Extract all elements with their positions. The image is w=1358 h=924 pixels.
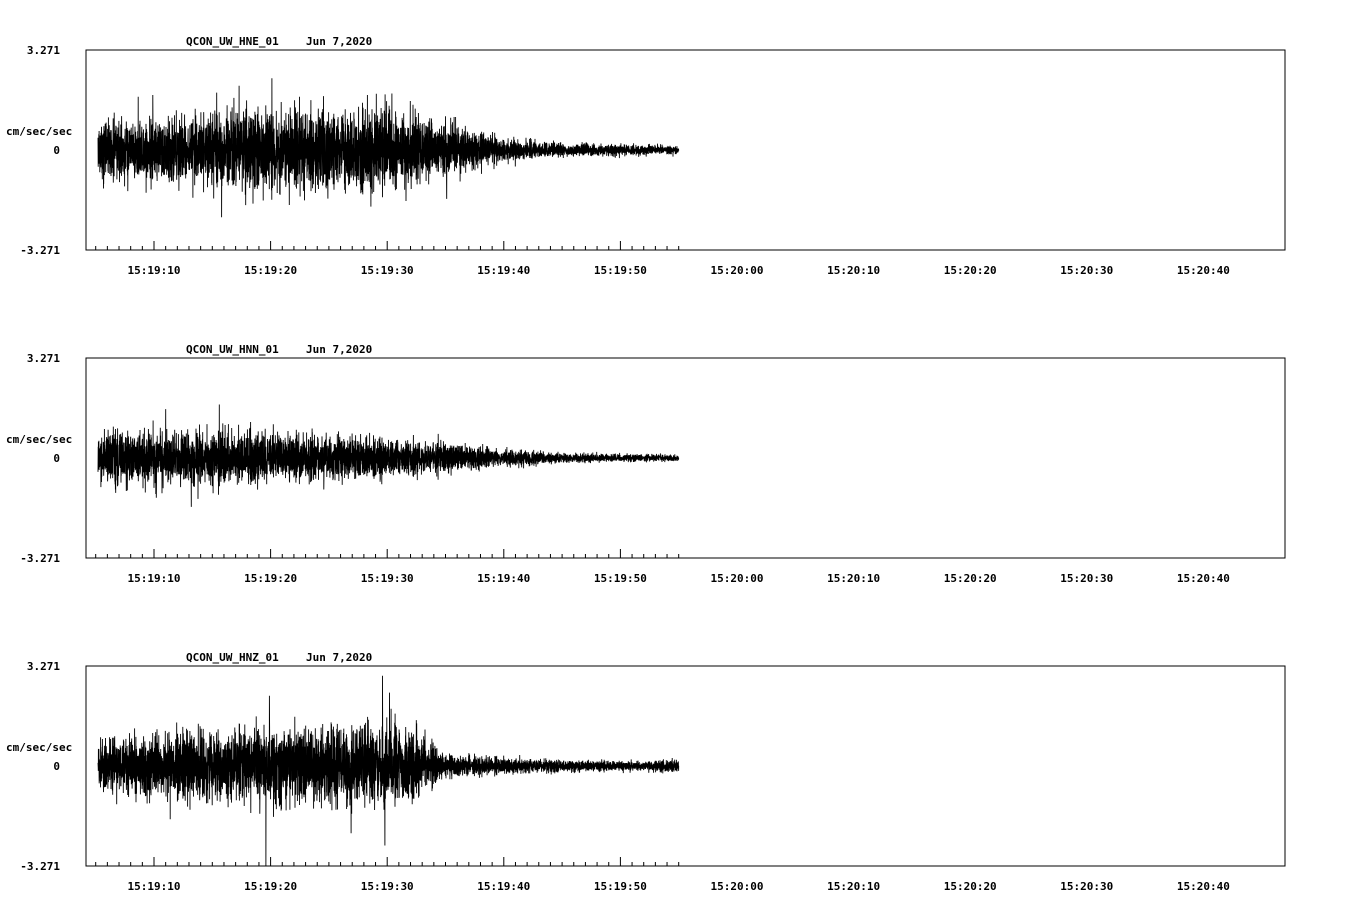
waveform-trace: [97, 404, 680, 507]
x-tick-label: 15:20:10: [827, 264, 880, 277]
seismogram-panel-2: QCON_UW_HNN_01 Jun 7,2020 3.271 0 -3.271 cm/s…: [6, 343, 1286, 585]
plot-frame: [85, 49, 1286, 251]
x-tick-label: 15:20:10: [827, 880, 880, 893]
record-date: Jun 7,2020: [306, 343, 372, 356]
y-zero-label: 0: [53, 144, 60, 157]
x-tick-label: 15:20:40: [1177, 572, 1230, 585]
seismogram-panel-1: QCON_UW_HNE_01 Jun 7,2020 3.271 0 -3.271 cm/s…: [6, 35, 1286, 277]
x-ticks: [95, 241, 680, 250]
waveform-trace: [97, 78, 680, 218]
y-min-label: -3.271: [20, 244, 60, 257]
y-axis-label: cm/sec/sec: [6, 433, 72, 446]
x-tick-label: 15:19:10: [128, 264, 181, 277]
x-tick-label: 15:19:50: [594, 572, 647, 585]
y-min-label: -3.271: [20, 860, 60, 873]
channel-title: QCON_UW_HNN_01: [186, 343, 279, 356]
x-tick-label: 15:20:00: [711, 264, 764, 277]
x-tick-label: 15:20:00: [711, 880, 764, 893]
x-tick-label: 15:19:10: [128, 880, 181, 893]
x-tick-label: 15:20:20: [944, 572, 997, 585]
channel-title: QCON_UW_HNZ_01: [186, 651, 279, 664]
y-max-label: 3.271: [27, 660, 60, 673]
y-min-label: -3.271: [20, 552, 60, 565]
y-axis-label: cm/sec/sec: [6, 741, 72, 754]
record-date: Jun 7,2020: [306, 651, 372, 664]
y-max-label: 3.271: [27, 44, 60, 57]
x-tick-label: 15:19:40: [477, 572, 530, 585]
x-tick-label: 15:19:40: [477, 264, 530, 277]
y-zero-label: 0: [53, 760, 60, 773]
seismogram-panel-3: QCON_UW_HNZ_01 Jun 7,2020 3.271 0 -3.271 cm/s…: [6, 651, 1286, 893]
x-tick-label: 15:19:20: [244, 572, 297, 585]
plot-frame: [85, 665, 1286, 867]
x-tick-label: 15:19:50: [594, 880, 647, 893]
waveform-trace: [97, 675, 680, 867]
x-tick-label: 15:20:30: [1060, 572, 1113, 585]
x-tick-label: 15:20:20: [944, 264, 997, 277]
x-tick-label: 15:19:30: [361, 264, 414, 277]
x-tick-label: 15:20:10: [827, 572, 880, 585]
y-axis-label: cm/sec/sec: [6, 125, 72, 138]
x-tick-label: 15:20:20: [944, 880, 997, 893]
x-tick-label: 15:20:40: [1177, 264, 1230, 277]
x-tick-label: 15:19:50: [594, 264, 647, 277]
channel-title: QCON_UW_HNE_01: [186, 35, 279, 48]
x-tick-label: 15:20:00: [711, 572, 764, 585]
x-tick-label: 15:19:30: [361, 572, 414, 585]
record-date: Jun 7,2020: [306, 35, 372, 48]
x-tick-label: 15:19:30: [361, 880, 414, 893]
x-tick-label: 15:19:20: [244, 880, 297, 893]
x-tick-label: 15:20:30: [1060, 264, 1113, 277]
x-tick-label: 15:20:30: [1060, 880, 1113, 893]
x-tick-label: 15:19:10: [128, 572, 181, 585]
y-max-label: 3.271: [27, 352, 60, 365]
x-tick-label: 15:20:40: [1177, 880, 1230, 893]
x-tick-label: 15:19:20: [244, 264, 297, 277]
plot-frame: [85, 357, 1286, 559]
y-zero-label: 0: [53, 452, 60, 465]
x-ticks: [95, 857, 680, 866]
x-ticks: [95, 549, 680, 558]
x-tick-label: 15:19:40: [477, 880, 530, 893]
